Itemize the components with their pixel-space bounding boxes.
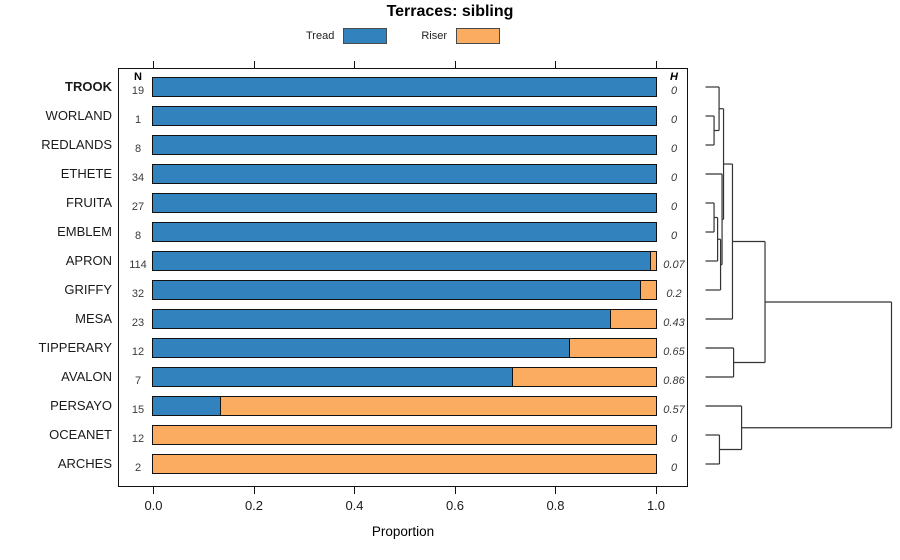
- n-value: 2: [134, 462, 142, 474]
- h-value: 0: [670, 85, 678, 97]
- row-label: PERSAYO: [50, 398, 112, 413]
- h-value: 0: [670, 230, 678, 242]
- row-label: WORLAND: [45, 108, 112, 123]
- h-value: 0: [670, 201, 678, 213]
- bar: [152, 222, 657, 242]
- x-tick-label: 0.2: [244, 498, 264, 513]
- x-tick-top: [454, 61, 456, 68]
- n-value: 7: [134, 375, 142, 387]
- h-value: 0: [670, 172, 678, 184]
- x-tick-top: [555, 61, 556, 68]
- row-label: APRON: [65, 253, 112, 268]
- tread-segment: [153, 252, 651, 270]
- bar: [152, 251, 657, 271]
- h-value: 0.57: [663, 404, 685, 416]
- row-label: REDLANDS: [41, 137, 112, 152]
- h-value: 0.43: [663, 317, 685, 329]
- x-tick-top: [655, 61, 657, 68]
- column-header-h: H: [670, 71, 678, 83]
- tread-segment: [153, 78, 656, 96]
- x-tick-label: 0.4: [345, 498, 364, 513]
- x-tick-bottom: [655, 487, 657, 494]
- n-value: 32: [131, 288, 145, 300]
- x-tick-label: 0.0: [144, 498, 163, 513]
- tread-segment: [153, 281, 641, 299]
- row-label: GRIFFY: [64, 282, 112, 297]
- n-value: 34: [131, 172, 145, 184]
- bar: [152, 367, 657, 387]
- x-tick-top: [153, 61, 154, 68]
- x-tick-bottom: [454, 487, 456, 494]
- bar: [152, 280, 657, 300]
- h-value: 0.65: [663, 346, 685, 358]
- legend: Tread Riser: [118, 28, 688, 44]
- n-value: 8: [134, 143, 142, 155]
- row-label: FRUITA: [66, 195, 112, 210]
- bar: [152, 425, 657, 445]
- row-label: MESA: [75, 311, 112, 326]
- tread-segment: [153, 339, 571, 357]
- row-label: EMBLEM: [57, 224, 112, 239]
- tread-segment: [153, 194, 656, 212]
- row-label: TROOK: [65, 79, 112, 94]
- x-tick-bottom: [253, 487, 255, 494]
- legend-swatch-tread: [343, 28, 388, 44]
- x-tick-top: [253, 61, 255, 68]
- row-label: OCEANET: [49, 427, 112, 442]
- bar: [152, 396, 657, 416]
- legend-label-tread: Tread: [306, 30, 335, 42]
- x-tick-bottom: [153, 487, 154, 494]
- tread-segment: [153, 397, 221, 415]
- tread-segment: [153, 136, 656, 154]
- row-label: ETHETE: [60, 166, 112, 181]
- n-value: 23: [131, 317, 145, 329]
- bar: [152, 454, 657, 474]
- x-tick-bottom: [354, 487, 355, 494]
- h-value: 0.2: [666, 288, 682, 300]
- n-value: 15: [131, 404, 145, 416]
- tread-segment: [153, 310, 611, 328]
- plot-panel: [118, 68, 688, 487]
- legend-item-riser: Riser: [421, 28, 500, 44]
- row-label: ARCHES: [57, 456, 112, 471]
- chart-title: Terraces: sibling: [386, 3, 514, 20]
- n-value: 19: [131, 85, 145, 97]
- x-tick-label: 1.0: [646, 498, 666, 513]
- h-value: 0: [670, 462, 678, 474]
- row-label: TIPPERARY: [38, 340, 112, 355]
- h-value: 0: [670, 433, 678, 445]
- n-value: 8: [134, 230, 142, 242]
- legend-swatch-riser: [456, 28, 500, 44]
- h-value: 0.07: [663, 259, 685, 271]
- legend-item-tread: Tread: [306, 28, 388, 44]
- bar: [152, 106, 657, 126]
- n-value: 12: [131, 346, 145, 358]
- legend-label-riser: Riser: [421, 30, 447, 42]
- n-value: 114: [129, 259, 147, 271]
- x-axis-label: Proportion: [371, 524, 435, 539]
- bar: [152, 135, 657, 155]
- tread-segment: [153, 107, 656, 125]
- h-value: 0: [670, 143, 678, 155]
- x-tick-top: [354, 61, 355, 68]
- h-value: 0.86: [663, 375, 685, 387]
- tread-segment: [153, 223, 656, 241]
- column-header-n: N: [134, 71, 142, 83]
- bar: [152, 309, 657, 329]
- n-value: 1: [134, 114, 142, 126]
- x-tick-label: 0.8: [546, 498, 565, 513]
- n-value: 27: [131, 201, 145, 213]
- h-value: 0: [670, 114, 678, 126]
- bar: [152, 77, 657, 97]
- row-label: AVALON: [61, 369, 112, 384]
- tread-segment: [153, 165, 656, 183]
- x-tick-bottom: [555, 487, 556, 494]
- bar: [152, 193, 657, 213]
- bar: [152, 164, 657, 184]
- bar: [152, 338, 657, 358]
- x-tick-label: 0.6: [445, 498, 465, 513]
- n-value: 12: [131, 433, 145, 445]
- tread-segment: [153, 368, 513, 386]
